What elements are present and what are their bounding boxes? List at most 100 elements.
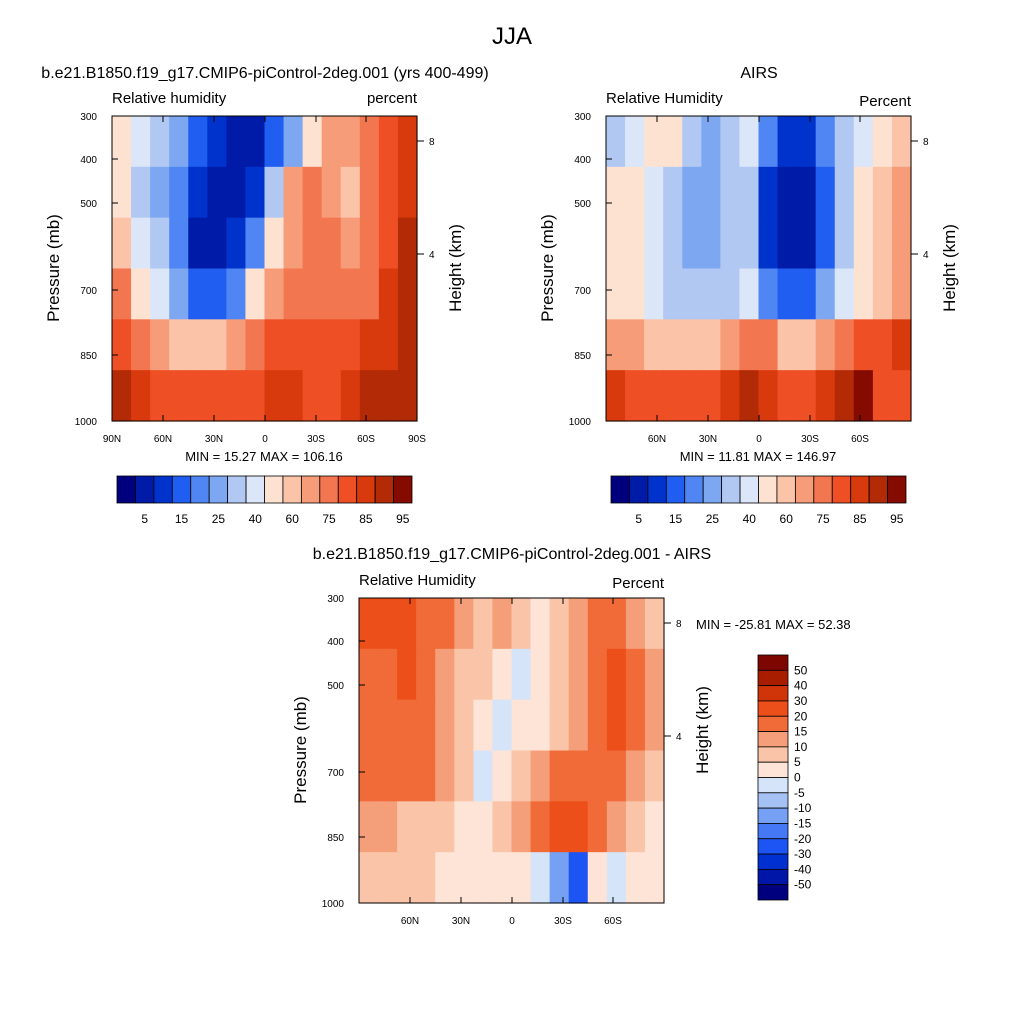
y-tick-label: 850 xyxy=(80,351,97,362)
contour-cell xyxy=(682,166,702,219)
colorbar-label: -30 xyxy=(794,847,812,861)
contour-cell xyxy=(644,370,664,422)
contour-cell xyxy=(530,648,551,701)
contour-cell xyxy=(131,268,151,320)
contour-cell xyxy=(644,116,664,168)
x-tick-label: 60N xyxy=(154,434,172,445)
contour-cell xyxy=(815,217,836,270)
y2-axis-label: Height (km) xyxy=(940,224,959,312)
contour-cell xyxy=(644,699,665,752)
contour-cell xyxy=(264,217,285,270)
contour-cell xyxy=(720,268,741,320)
contour-cell xyxy=(131,166,151,219)
contour-cell xyxy=(568,750,589,802)
contour-cell xyxy=(245,268,266,320)
contour-cell xyxy=(530,699,551,752)
contour-cell xyxy=(226,217,247,270)
contour-cell xyxy=(416,598,436,650)
contour-cell xyxy=(188,217,208,270)
contour-cell xyxy=(321,166,342,219)
y-tick-label: 700 xyxy=(80,286,97,297)
contour-cell xyxy=(169,268,189,320)
contour-cell xyxy=(378,852,398,904)
contour-cell xyxy=(473,852,494,904)
contour-cell xyxy=(872,166,893,219)
colorbar-box xyxy=(319,475,339,504)
colorbar-box xyxy=(794,475,815,504)
colorbar-box xyxy=(757,685,789,702)
x-tick-label: 60N xyxy=(648,434,666,445)
contour-cell xyxy=(663,116,683,168)
contour-cell xyxy=(777,166,798,219)
contour-cell xyxy=(359,319,380,371)
contour-cell xyxy=(511,699,532,752)
contour-cell xyxy=(492,852,513,904)
contour-cell xyxy=(359,166,380,219)
contour-cell xyxy=(644,598,665,650)
contour-cell xyxy=(397,217,418,270)
contour-cell xyxy=(378,319,399,371)
contour-cell xyxy=(549,852,570,904)
contour-cell xyxy=(815,370,836,422)
contour-cell xyxy=(568,852,589,904)
contour-cell xyxy=(720,166,741,219)
contour-cell xyxy=(587,648,608,701)
colorbar-box xyxy=(757,654,789,671)
contour-cell xyxy=(853,319,874,371)
contour-cell xyxy=(796,217,817,270)
x-tick-label: 90N xyxy=(103,434,121,445)
x-tick-label: 30S xyxy=(554,916,572,927)
contour-cell xyxy=(112,217,132,270)
colorbar-box xyxy=(758,475,778,504)
x-tick-label: 60N xyxy=(401,916,419,927)
contour-cell xyxy=(207,319,227,371)
contour-cell xyxy=(188,116,208,168)
contour-cell xyxy=(644,217,664,270)
colorbar-box xyxy=(757,884,789,901)
contour-cell xyxy=(150,116,170,168)
contour-cell xyxy=(264,319,285,371)
contour-cell xyxy=(340,166,361,219)
colorbar-label: -20 xyxy=(794,832,812,846)
contour-cell xyxy=(150,268,170,320)
panel-airs: AIRS Relative Humidity Percent 60N 30N 0 30… xyxy=(538,65,959,526)
contour-cell xyxy=(492,750,513,802)
contour-cell xyxy=(150,217,170,270)
contour-cell xyxy=(758,166,779,219)
colorbar-label: 5 xyxy=(794,755,801,769)
contour-cell xyxy=(872,116,893,168)
colorbar-label: 50 xyxy=(794,663,808,677)
contour-cell xyxy=(606,750,627,802)
contour-cell xyxy=(625,116,645,168)
contour-cell xyxy=(283,116,304,168)
colorbar-box xyxy=(684,475,704,504)
contour-cell xyxy=(435,852,455,904)
contour-cell xyxy=(264,166,285,219)
contour-cell xyxy=(644,268,664,320)
colorbar-label: 95 xyxy=(890,512,904,526)
contour-cell xyxy=(891,217,912,270)
contour-cell xyxy=(492,598,513,650)
x-axis-ticks: 90N 60N 30N 0 30S 60S 90S xyxy=(103,116,426,445)
colorbar-box xyxy=(153,475,173,504)
contour-cell xyxy=(302,370,323,422)
contour-cell xyxy=(226,166,247,219)
min-max-text: MIN = 15.27 MAX = 106.16 xyxy=(185,449,343,464)
colorbar-box xyxy=(757,746,789,763)
contour-cell xyxy=(226,268,247,320)
x-tick-label: 30S xyxy=(307,434,325,445)
contour-cell xyxy=(834,319,855,371)
contour-cell xyxy=(834,268,855,320)
contour-cell xyxy=(834,116,855,168)
contour-cell xyxy=(245,319,266,371)
contour-cell xyxy=(302,166,323,219)
contour-cell xyxy=(226,116,247,168)
y-tick-label: 500 xyxy=(574,199,591,210)
colorbar-box xyxy=(208,475,229,504)
contour-cell xyxy=(891,268,912,320)
y-tick-label: 300 xyxy=(327,594,344,605)
contour-cell xyxy=(796,370,817,422)
contour-cell xyxy=(530,852,551,904)
contour-cell xyxy=(606,268,626,320)
